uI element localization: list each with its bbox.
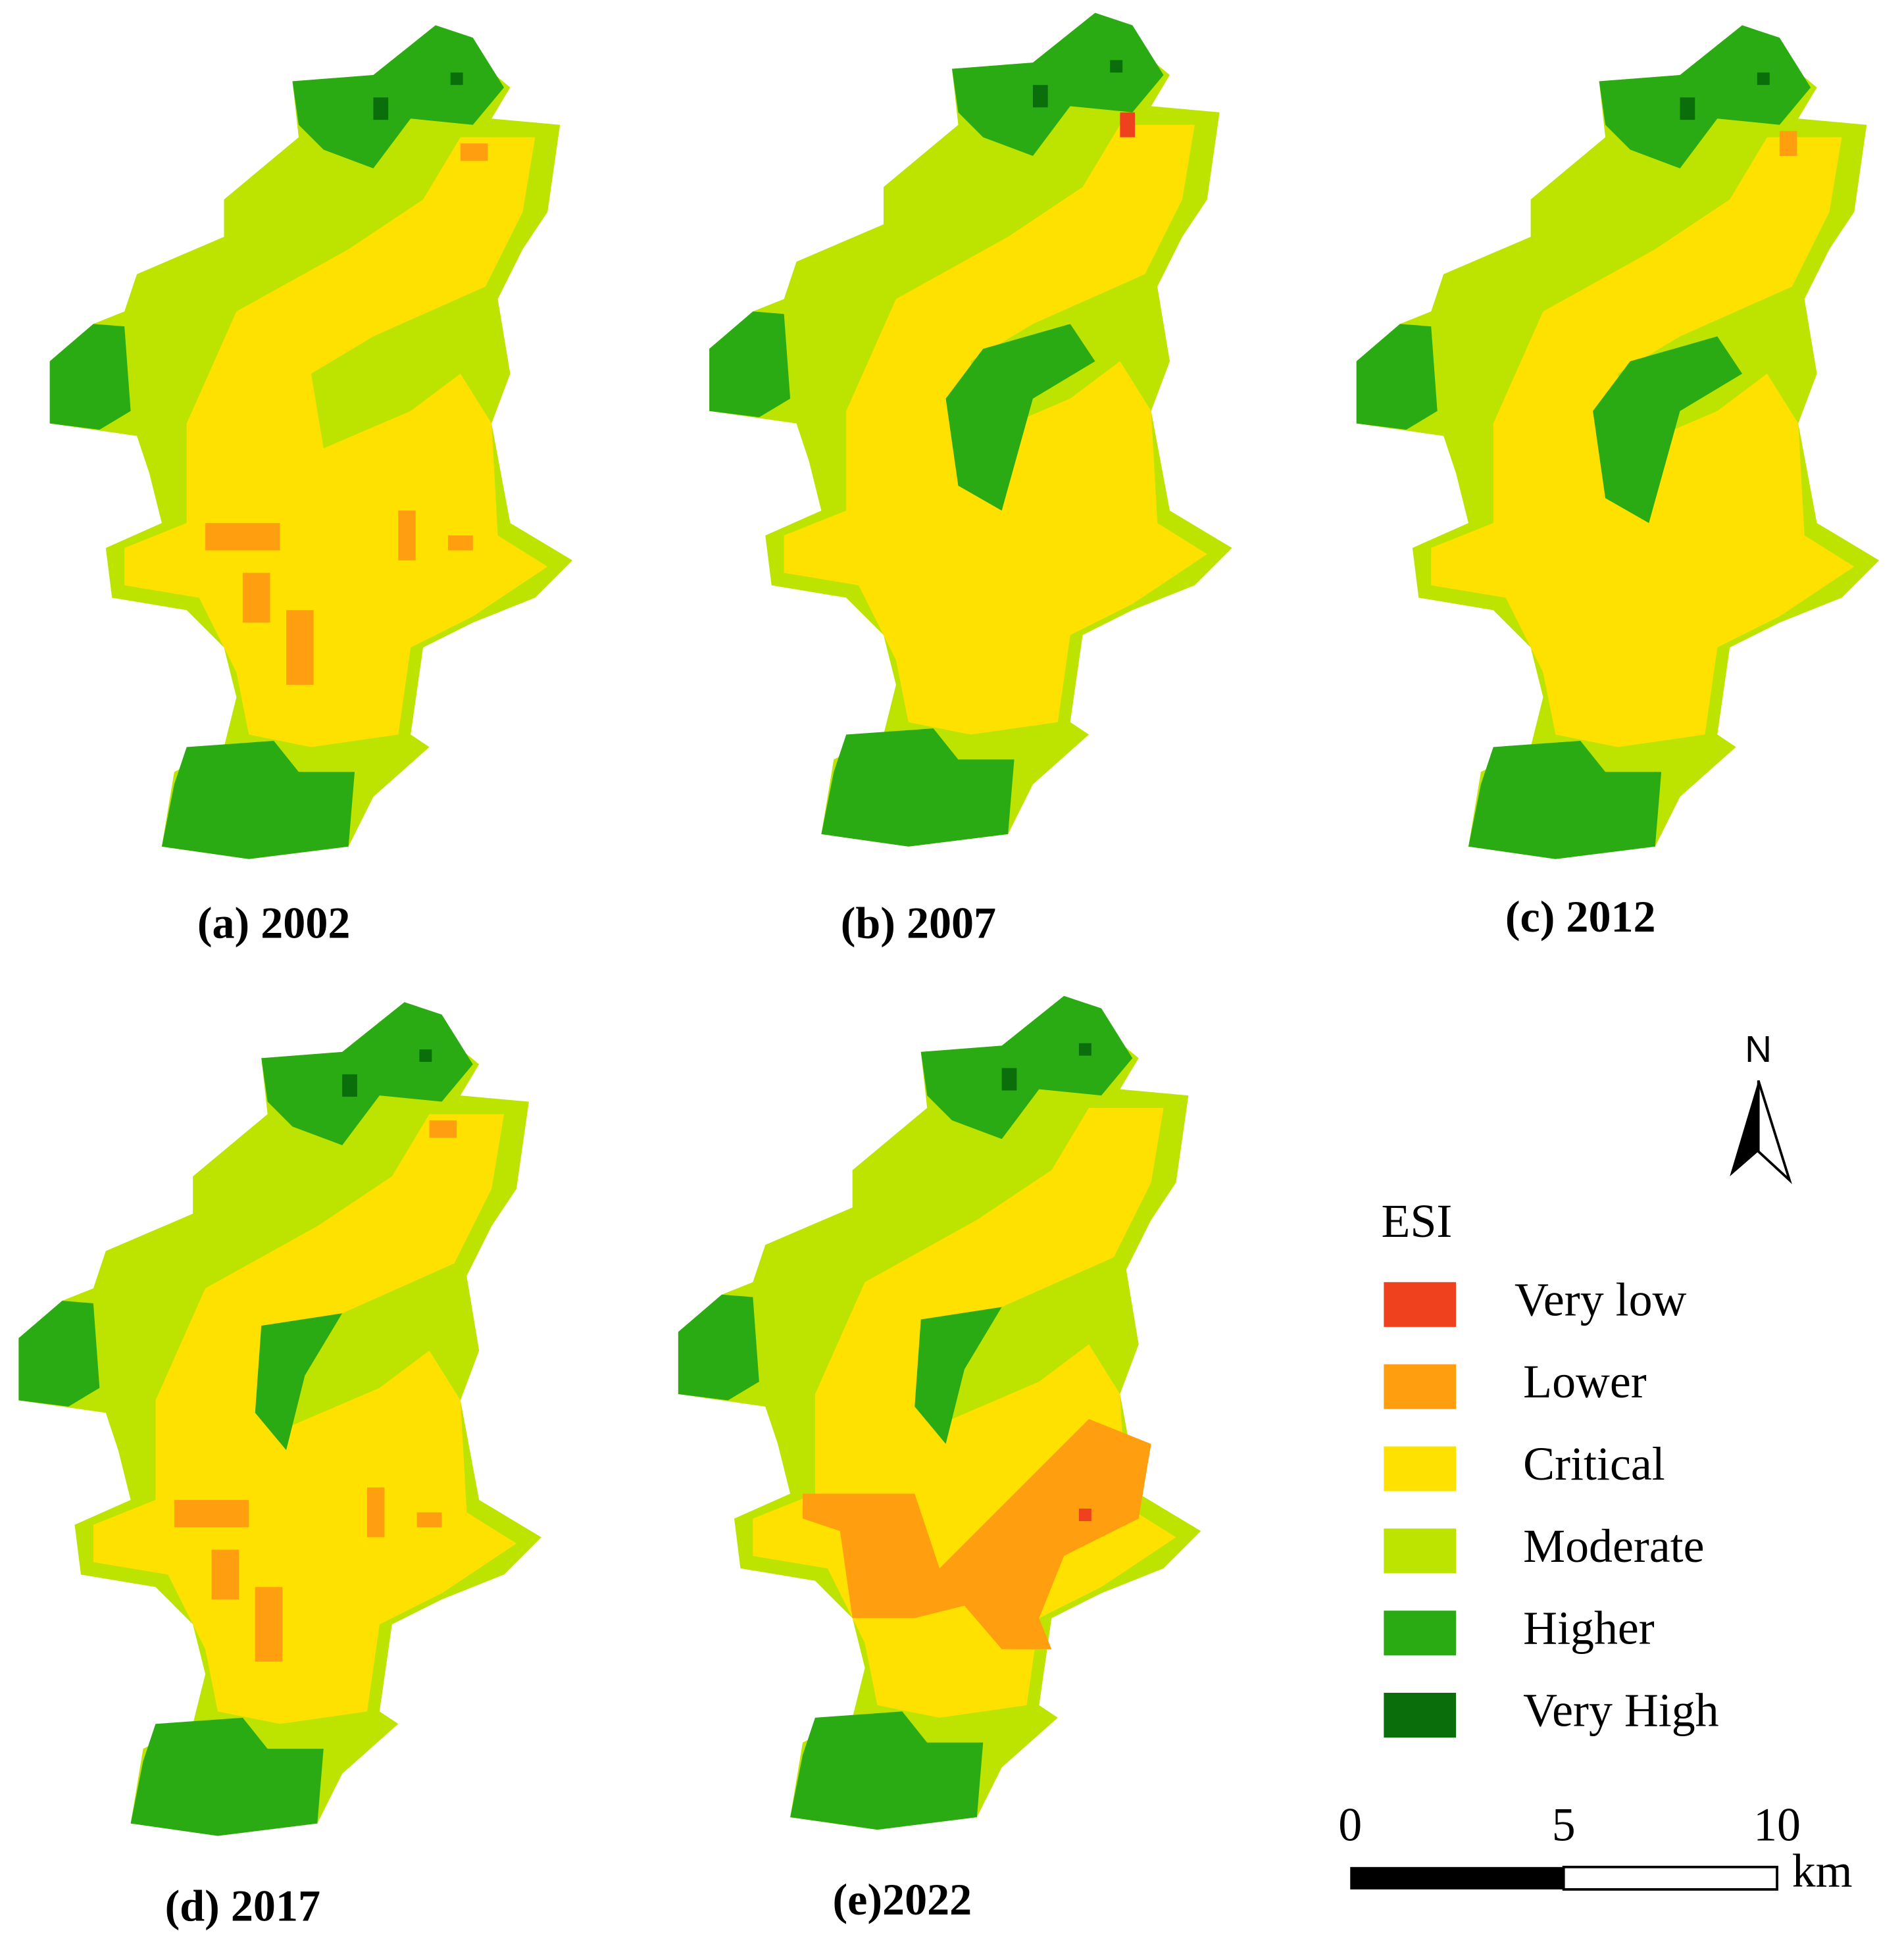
higher-center: [945, 324, 1095, 511]
very-high-patch: [342, 1074, 357, 1097]
panel-label: (a) 2002: [197, 897, 351, 947]
scale-white: [1562, 1865, 1778, 1891]
higher-west: [1356, 324, 1438, 430]
panel-label: (b) 2007: [841, 897, 996, 947]
legend-swatch: [1384, 1282, 1457, 1327]
lower-patch: [366, 1487, 385, 1538]
lower-area: [803, 1418, 1151, 1649]
north-arrow: N: [1730, 1029, 1792, 1184]
lower-patch: [398, 511, 416, 561]
lower-patch: [174, 1499, 249, 1528]
legend-swatch: [1384, 1364, 1457, 1409]
esi-map: [18, 1002, 541, 1836]
lower-patch: [1779, 131, 1797, 156]
arrow-left: [1730, 1080, 1759, 1177]
panel-label: (d) 2017: [165, 1881, 320, 1931]
esi-map: [49, 25, 573, 859]
esi-map: [709, 13, 1232, 847]
very-high-patch: [1001, 1068, 1017, 1091]
arrow-right: [1757, 1080, 1792, 1184]
lower-patch: [205, 522, 280, 551]
very-high-patch: [1110, 60, 1123, 73]
legend-swatch: [1384, 1528, 1457, 1574]
higher-center: [1593, 336, 1743, 523]
lower-patch: [286, 610, 314, 685]
lower-patch: [255, 1587, 283, 1662]
legend-title: ESI: [1382, 1195, 1453, 1247]
lower-patch: [242, 572, 270, 623]
legend: Very low Lower Critical Moderate Higher Very …: [1384, 1273, 1719, 1738]
lower-patch: [211, 1549, 239, 1600]
legend-label: Very low: [1515, 1273, 1687, 1326]
legend-swatch: [1384, 1446, 1457, 1491]
legend-swatch: [1384, 1693, 1457, 1738]
maps: [18, 13, 1880, 1836]
legend-swatch: [1384, 1611, 1457, 1656]
panel-label: (e)2022: [832, 1874, 972, 1924]
esi-map: [1356, 25, 1880, 859]
north-label: N: [1745, 1029, 1772, 1070]
very-high-patch: [1757, 72, 1770, 86]
higher-west: [678, 1294, 759, 1401]
scale-tick-label: 5: [1552, 1799, 1576, 1851]
scale-unit: km: [1792, 1845, 1853, 1897]
lower-patch: [416, 1512, 442, 1528]
lower-patch: [460, 143, 488, 161]
legend-label: Lower: [1523, 1355, 1647, 1408]
very-high-patch: [450, 72, 463, 86]
esi-map: [678, 995, 1201, 1830]
very-high-patch: [1078, 1043, 1091, 1056]
very-high-patch: [1680, 97, 1695, 120]
higher-west: [709, 311, 791, 418]
lower-patch: [429, 1120, 457, 1138]
higher-center: [255, 1313, 343, 1451]
very-high-patch: [373, 97, 389, 120]
very-high-patch: [1032, 85, 1048, 108]
legend-label: Moderate: [1523, 1520, 1704, 1572]
higher-center: [914, 1307, 1002, 1444]
higher-west: [49, 324, 131, 430]
scale-tick-label: 0: [1338, 1799, 1362, 1851]
very-low-patch: [1078, 1509, 1091, 1521]
legend-label: Very High: [1523, 1684, 1718, 1737]
very-low-patch: [1120, 112, 1136, 138]
legend-label: Critical: [1523, 1438, 1665, 1490]
scale-tick-label: 10: [1753, 1799, 1801, 1851]
legend-label: Higher: [1523, 1602, 1655, 1655]
scale-black: [1350, 1866, 1564, 1889]
panel-label: (c) 2012: [1505, 891, 1656, 941]
very-high-patch: [419, 1049, 432, 1063]
lower-patch: [447, 535, 473, 551]
higher-west: [18, 1301, 100, 1407]
